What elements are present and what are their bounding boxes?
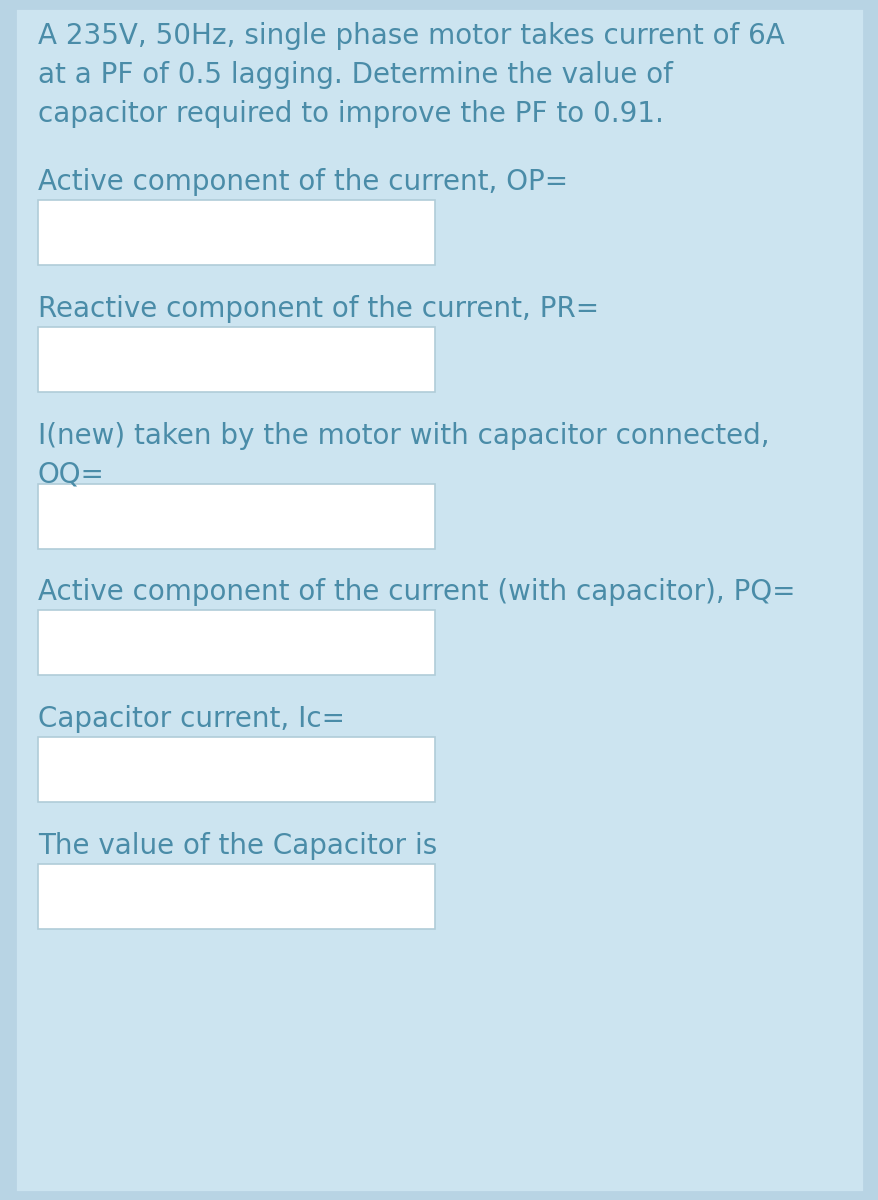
Text: Active component of the current (with capacitor), PQ=: Active component of the current (with ca… — [38, 578, 795, 606]
Text: The value of the Capacitor is: The value of the Capacitor is — [38, 832, 436, 860]
Text: Active component of the current, OP=: Active component of the current, OP= — [38, 168, 567, 196]
FancyBboxPatch shape — [38, 484, 435, 550]
Text: I(new) taken by the motor with capacitor connected,
OQ=: I(new) taken by the motor with capacitor… — [38, 422, 769, 490]
FancyBboxPatch shape — [15, 8, 863, 1192]
FancyBboxPatch shape — [38, 200, 435, 265]
FancyBboxPatch shape — [38, 864, 435, 929]
Text: Capacitor current, Ic=: Capacitor current, Ic= — [38, 704, 344, 733]
FancyBboxPatch shape — [38, 737, 435, 802]
FancyBboxPatch shape — [38, 610, 435, 674]
FancyBboxPatch shape — [38, 326, 435, 392]
Text: Reactive component of the current, PR=: Reactive component of the current, PR= — [38, 295, 599, 323]
Text: A 235V, 50Hz, single phase motor takes current of 6A
at a PF of 0.5 lagging. Det: A 235V, 50Hz, single phase motor takes c… — [38, 22, 784, 128]
